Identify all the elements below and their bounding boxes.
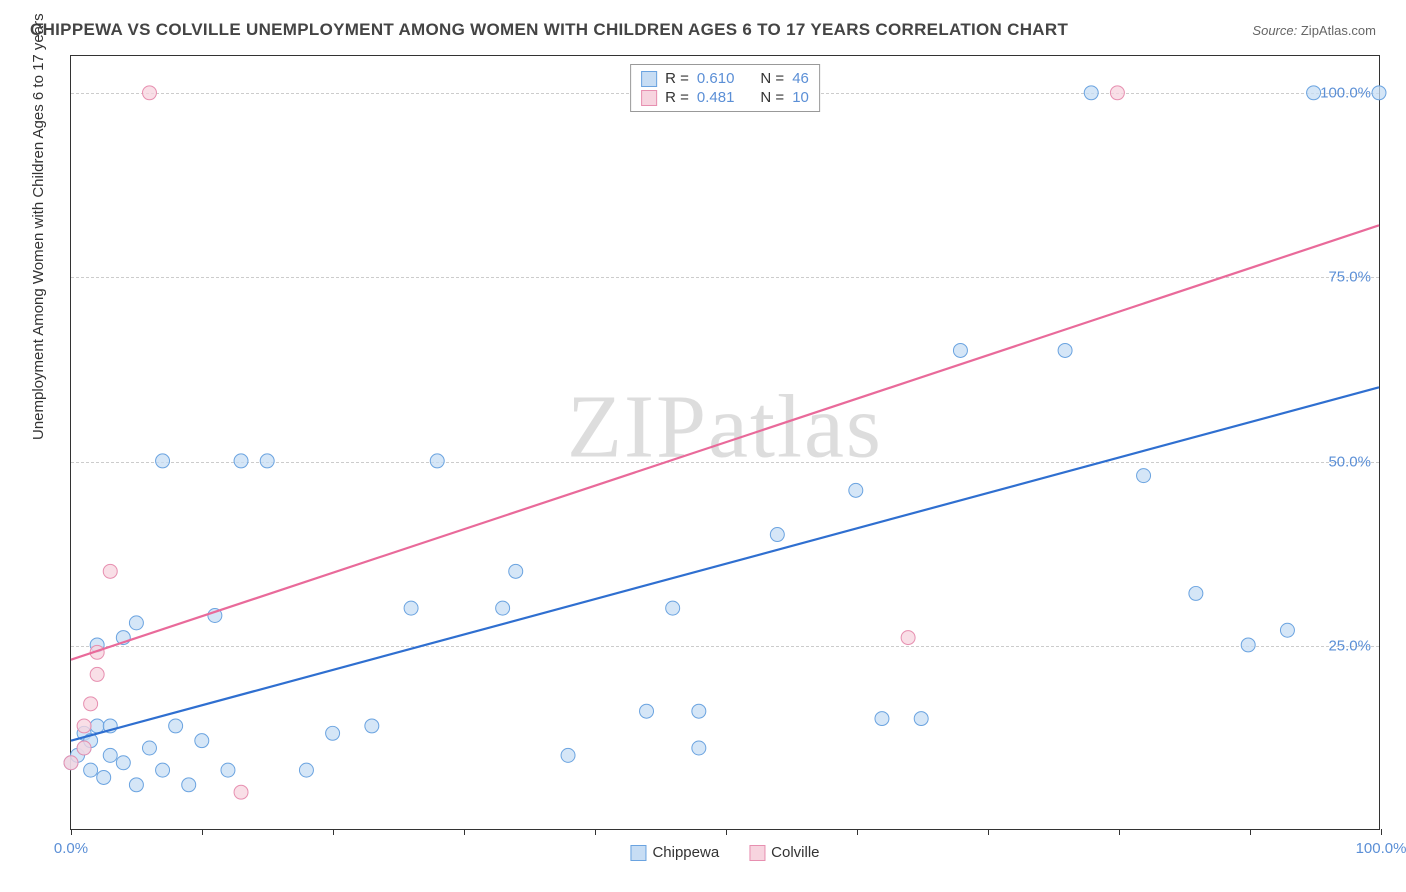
- series-swatch: [641, 71, 657, 87]
- r-value: 0.610: [697, 70, 735, 87]
- data-point: [182, 778, 196, 792]
- trend-line: [71, 225, 1379, 659]
- trend-line: [71, 387, 1379, 740]
- x-tick-label: 0.0%: [54, 840, 88, 857]
- chart-plot-area: ZIPatlas 25.0%50.0%75.0%100.0% 0.0%100.0…: [70, 55, 1380, 830]
- data-point: [561, 748, 575, 762]
- data-point: [142, 86, 156, 100]
- data-point: [770, 528, 784, 542]
- x-tick: [988, 829, 989, 835]
- x-tick: [1119, 829, 1120, 835]
- data-point: [1084, 86, 1098, 100]
- data-point: [156, 763, 170, 777]
- data-point: [129, 616, 143, 630]
- legend-swatch: [630, 845, 646, 861]
- x-tick: [857, 829, 858, 835]
- data-point: [84, 697, 98, 711]
- data-point: [299, 763, 313, 777]
- data-point: [234, 454, 248, 468]
- x-tick: [1250, 829, 1251, 835]
- data-point: [692, 704, 706, 718]
- data-point: [640, 704, 654, 718]
- data-point: [103, 564, 117, 578]
- data-point: [195, 734, 209, 748]
- data-point: [156, 454, 170, 468]
- data-point: [103, 748, 117, 762]
- r-value: 0.481: [697, 89, 735, 106]
- data-point: [953, 343, 967, 357]
- n-label: N =: [760, 70, 784, 87]
- n-value: 46: [792, 70, 809, 87]
- series-legend: Chippewa Colville: [630, 844, 819, 861]
- data-point: [1241, 638, 1255, 652]
- data-point: [64, 756, 78, 770]
- x-tick: [71, 829, 72, 835]
- data-point: [849, 483, 863, 497]
- data-point: [116, 756, 130, 770]
- source-attribution: Source: ZipAtlas.com: [1252, 23, 1376, 38]
- data-point: [1058, 343, 1072, 357]
- legend-label: Chippewa: [652, 844, 719, 861]
- stats-row: R = 0.610 N = 46: [641, 69, 809, 88]
- data-point: [129, 778, 143, 792]
- source-value: ZipAtlas.com: [1301, 23, 1376, 38]
- data-point: [901, 631, 915, 645]
- data-point: [430, 454, 444, 468]
- data-point: [260, 454, 274, 468]
- data-point: [1280, 623, 1294, 637]
- data-point: [1189, 586, 1203, 600]
- x-tick-label: 100.0%: [1356, 840, 1406, 857]
- data-point: [77, 741, 91, 755]
- data-point: [77, 719, 91, 733]
- legend-item: Colville: [749, 844, 819, 861]
- n-label: N =: [760, 89, 784, 106]
- stats-row: R = 0.481 N = 10: [641, 88, 809, 107]
- data-point: [914, 712, 928, 726]
- data-point: [1307, 86, 1321, 100]
- data-point: [692, 741, 706, 755]
- data-point: [221, 763, 235, 777]
- x-tick: [595, 829, 596, 835]
- data-point: [666, 601, 680, 615]
- data-point: [875, 712, 889, 726]
- legend-item: Chippewa: [630, 844, 719, 861]
- x-tick: [202, 829, 203, 835]
- data-point: [84, 763, 98, 777]
- data-point: [404, 601, 418, 615]
- r-label: R =: [665, 89, 689, 106]
- scatter-chart-svg: [71, 56, 1379, 829]
- x-tick: [464, 829, 465, 835]
- legend-swatch: [749, 845, 765, 861]
- x-tick: [726, 829, 727, 835]
- data-point: [365, 719, 379, 733]
- legend-label: Colville: [771, 844, 819, 861]
- data-point: [169, 719, 183, 733]
- data-point: [1372, 86, 1386, 100]
- data-point: [509, 564, 523, 578]
- series-swatch: [641, 90, 657, 106]
- n-value: 10: [792, 89, 809, 106]
- x-tick: [333, 829, 334, 835]
- r-label: R =: [665, 70, 689, 87]
- data-point: [1110, 86, 1124, 100]
- data-point: [496, 601, 510, 615]
- correlation-stats-box: R = 0.610 N = 46 R = 0.481 N = 10: [630, 64, 820, 112]
- data-point: [90, 667, 104, 681]
- y-axis-label: Unemployment Among Women with Children A…: [30, 13, 47, 440]
- data-point: [97, 770, 111, 784]
- chart-title: CHIPPEWA VS COLVILLE UNEMPLOYMENT AMONG …: [30, 20, 1068, 40]
- source-label: Source:: [1252, 23, 1297, 38]
- data-point: [234, 785, 248, 799]
- data-point: [90, 719, 104, 733]
- x-tick: [1381, 829, 1382, 835]
- data-point: [326, 726, 340, 740]
- data-point: [1137, 469, 1151, 483]
- data-point: [142, 741, 156, 755]
